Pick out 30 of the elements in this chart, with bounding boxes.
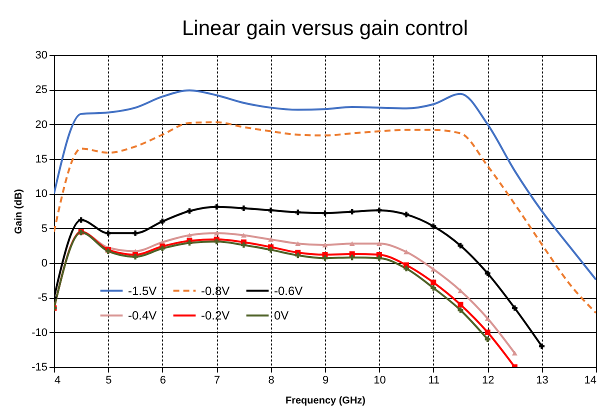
x-tick-label: 8: [268, 374, 274, 386]
y-tick-label: -5: [38, 292, 48, 304]
legend-label: -0.4V: [128, 308, 157, 322]
y-tick-label: 5: [41, 222, 48, 235]
x-tick-label: 5: [106, 374, 112, 386]
y-tick-label: -10: [32, 326, 48, 339]
y-axis-title: Gain (dB): [14, 189, 25, 234]
x-tick-label: 6: [160, 374, 166, 386]
y-tick-label: 15: [35, 154, 48, 166]
y-tick-label: 25: [35, 84, 48, 96]
y-tick-label: 0: [41, 258, 48, 270]
x-tick-label: 11: [428, 374, 440, 386]
y-tick-label: 10: [35, 188, 48, 200]
y-tick-label: -15: [32, 362, 48, 374]
x-tick-label: 14: [584, 374, 596, 386]
x-tick-label: 10: [374, 374, 386, 386]
x-tick-label: 9: [322, 374, 329, 386]
legend-label: -1.5V: [128, 284, 157, 298]
y-tick-label: 20: [35, 118, 48, 131]
legend-label: 0V: [274, 308, 289, 322]
y-tick-label: 30: [35, 50, 48, 62]
chart-title: Linear gain versus gain control: [182, 17, 468, 40]
legend-label: -0.8V: [201, 284, 230, 298]
x-tick-label: 7: [214, 374, 220, 386]
x-axis-title: Frequency (GHz): [285, 396, 366, 406]
legend-label: -0.2V: [201, 308, 230, 322]
x-tick-label: 4: [54, 374, 61, 386]
x-tick-label: 12: [482, 374, 494, 386]
legend-label: -0.6V: [274, 284, 303, 298]
x-tick-label: 13: [536, 374, 548, 386]
